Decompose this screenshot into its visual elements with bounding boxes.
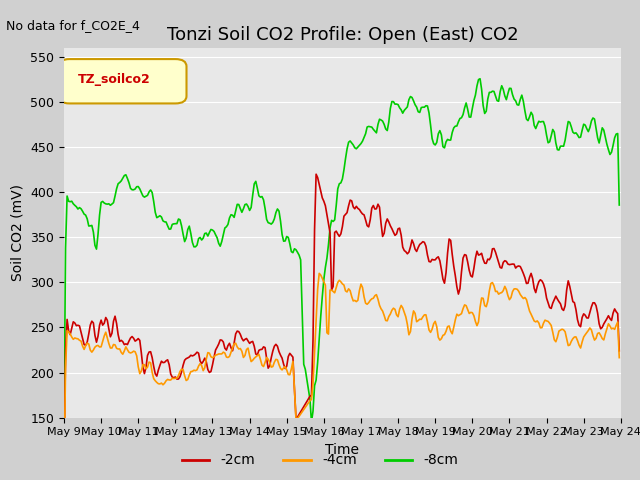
Title: Tonzi Soil CO2 Profile: Open (East) CO2: Tonzi Soil CO2 Profile: Open (East) CO2: [166, 25, 518, 44]
Text: TZ_soilco2: TZ_soilco2: [78, 73, 150, 86]
Legend: -2cm, -4cm, -8cm: -2cm, -4cm, -8cm: [176, 448, 464, 473]
FancyBboxPatch shape: [58, 59, 186, 103]
X-axis label: Time: Time: [325, 443, 360, 457]
Text: No data for f_CO2E_4: No data for f_CO2E_4: [6, 19, 140, 32]
Y-axis label: Soil CO2 (mV): Soil CO2 (mV): [11, 184, 25, 281]
